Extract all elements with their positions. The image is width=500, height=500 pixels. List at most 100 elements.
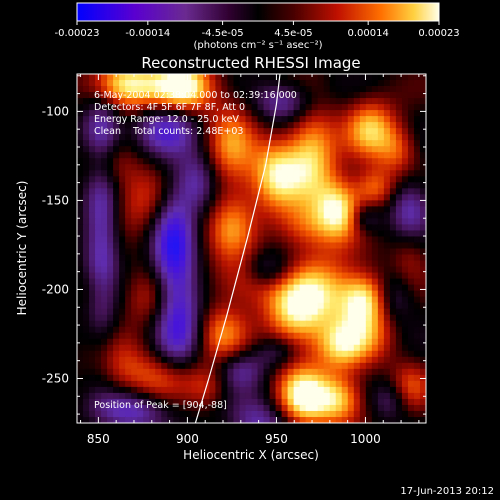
heatmap-cell — [293, 368, 301, 376]
heatmap-cell — [185, 416, 192, 423]
heatmap-cell — [275, 284, 283, 292]
heatmap-cell — [161, 380, 168, 388]
heatmap-cell — [377, 266, 385, 274]
heatmap-cell — [263, 86, 271, 93]
heatmap-cell — [215, 80, 223, 87]
heatmap-cell — [209, 188, 216, 195]
heatmap-cell — [371, 176, 379, 183]
heatmap-cell — [197, 104, 204, 111]
heatmap-cell — [131, 164, 138, 171]
heatmap-cell — [383, 122, 391, 129]
heatmap-cell — [185, 302, 192, 310]
heatmap-cell — [155, 266, 162, 274]
heatmap-cell — [311, 290, 319, 298]
heatmap-cell — [287, 248, 295, 256]
heatmap-cell — [155, 182, 162, 189]
heatmap-cell — [83, 206, 90, 213]
heatmap-cell — [365, 128, 373, 135]
heatmap-cell — [227, 350, 235, 358]
heatmap-cell — [203, 350, 210, 358]
heatmap-cell — [167, 176, 174, 183]
heatmap-cell — [167, 134, 174, 141]
heatmap-cell — [173, 368, 180, 376]
heatmap-cell — [233, 134, 241, 141]
heatmap-cell — [377, 320, 385, 328]
heatmap-cell — [107, 320, 114, 328]
heatmap-cell — [221, 122, 229, 129]
heatmap-cell — [353, 356, 361, 364]
heatmap-cell — [197, 314, 204, 322]
heatmap-cell — [167, 86, 174, 93]
heatmap-cell — [305, 398, 313, 406]
heatmap-cell — [299, 134, 307, 141]
heatmap-cell — [209, 170, 216, 177]
heatmap-cell — [407, 368, 415, 376]
heatmap-cell — [263, 176, 271, 183]
heatmap-cell — [125, 194, 132, 201]
heatmap-cell — [293, 146, 301, 153]
heatmap-cell — [383, 290, 391, 298]
heatmap-cell — [263, 410, 271, 418]
heatmap-cell — [77, 86, 84, 93]
heatmap-cell — [245, 350, 253, 358]
heatmap-cell — [215, 320, 223, 328]
heatmap-cell — [239, 278, 247, 286]
heatmap-cell — [401, 104, 409, 111]
heatmap-cell — [269, 146, 277, 153]
heatmap-cell — [137, 290, 144, 298]
heatmap-cell — [365, 254, 373, 262]
heatmap-cell — [311, 404, 319, 412]
heatmap-cell — [179, 374, 186, 382]
heatmap-cell — [329, 410, 337, 418]
heatmap-cell — [119, 134, 126, 141]
heatmap-cell — [281, 140, 289, 147]
heatmap-cell — [149, 374, 156, 382]
heatmap-cell — [233, 194, 241, 201]
heatmap-cell — [347, 170, 355, 177]
heatmap-cell — [389, 332, 397, 340]
heatmap-cell — [143, 92, 150, 99]
heatmap-cell — [209, 278, 216, 286]
heatmap-cell — [221, 380, 229, 388]
heatmap-cell — [347, 224, 355, 232]
heatmap-cell — [95, 176, 102, 183]
heatmap-cell — [113, 374, 120, 382]
heatmap-cell — [317, 362, 325, 370]
heatmap-cell — [317, 302, 325, 310]
heatmap-cell — [233, 140, 241, 147]
heatmap-cell — [137, 320, 144, 328]
heatmap-cell — [221, 230, 229, 238]
heatmap-cell — [413, 134, 421, 141]
heatmap-cell — [77, 254, 84, 262]
heatmap-cell — [233, 416, 241, 423]
heatmap-cell — [329, 278, 337, 286]
heatmap-cell — [401, 260, 409, 268]
heatmap-cell — [203, 326, 210, 334]
heatmap-cell — [149, 158, 156, 165]
heatmap-cell — [125, 206, 132, 213]
heatmap-cell — [413, 350, 421, 358]
heatmap-cell — [179, 224, 186, 232]
heatmap-cell — [197, 260, 204, 268]
heatmap-cell — [263, 326, 271, 334]
heatmap-cell — [227, 218, 235, 226]
heatmap-cell — [281, 170, 289, 177]
heatmap-cell — [311, 134, 319, 141]
heatmap-cell — [317, 116, 325, 123]
heatmap-cell — [161, 206, 168, 213]
heatmap-cell — [131, 314, 138, 322]
heatmap-cell — [305, 230, 313, 238]
heatmap-cell — [245, 404, 253, 412]
heatmap-cell — [125, 416, 132, 423]
heatmap-cell — [215, 272, 223, 280]
heatmap-cell — [149, 410, 156, 418]
heatmap-cell — [269, 116, 277, 123]
heatmap-cell — [365, 326, 373, 334]
heatmap-cell — [143, 374, 150, 382]
heatmap-cell — [113, 350, 120, 358]
heatmap-cell — [239, 338, 247, 346]
heatmap-cell — [95, 242, 102, 250]
heatmap-cell — [197, 290, 204, 298]
heatmap-cell — [335, 92, 343, 99]
heatmap-cell — [335, 290, 343, 298]
